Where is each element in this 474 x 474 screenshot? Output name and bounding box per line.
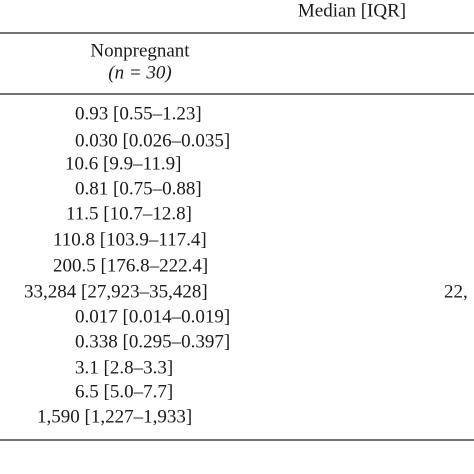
cell: 0.338 [0.295–0.397] <box>75 331 230 352</box>
cell: 6.5 [5.0–7.7] <box>75 381 173 402</box>
group-header: Median [IQR] <box>298 0 406 21</box>
cell: 3.1 [2.8–3.3] <box>75 357 173 378</box>
cell: 0.017 [0.014–0.019] <box>75 306 230 327</box>
cell: 0.030 [0.026–0.035] <box>75 130 230 151</box>
cell: 110.8 [103.9–117.4] <box>53 229 207 250</box>
cell: 1,590 [1,227–1,933] <box>37 406 192 427</box>
cell: 33,284 [27,923–35,428] <box>24 281 208 302</box>
cell: 0.93 [0.55–1.23] <box>75 103 202 124</box>
column-header: Nonpregnant <box>90 40 190 61</box>
cell: 11.5 [10.7–12.8] <box>66 203 192 224</box>
cell: 200.5 [176.8–222.4] <box>53 255 208 276</box>
column-n: (n = 30) <box>108 62 171 83</box>
cell: 22, <box>444 281 468 302</box>
cell: 10.6 [9.9–11.9] <box>65 153 181 174</box>
cell: 0.81 [0.75–0.88] <box>75 178 202 199</box>
